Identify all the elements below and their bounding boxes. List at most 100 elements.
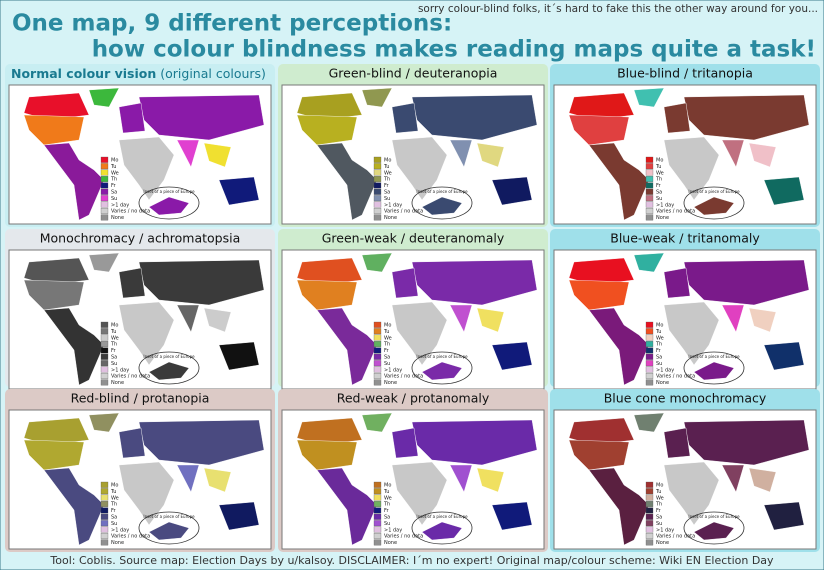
- panel-title: Red-weak / protanomaly: [337, 391, 490, 406]
- legend-label: >1 day: [384, 527, 402, 533]
- inset-region: [693, 521, 735, 541]
- country-region: [316, 307, 378, 386]
- legend-label: Tu: [110, 329, 116, 335]
- legend-label: >1 day: [111, 527, 129, 533]
- legend-label: Tu: [655, 329, 661, 335]
- country-region: [411, 419, 538, 466]
- legend-swatch: [645, 156, 654, 163]
- legend-label: Fr: [656, 348, 662, 354]
- inset-label: Inset of a piece of Europe: [688, 189, 740, 194]
- legend-swatch: [645, 347, 654, 354]
- legend-label: Su: [656, 196, 662, 202]
- country-region: [88, 87, 120, 108]
- country-region: [763, 341, 805, 371]
- legend-swatch: [645, 163, 654, 170]
- legend-label: Fr: [384, 508, 390, 514]
- legend-label: Th: [383, 502, 390, 508]
- country-region: [568, 439, 630, 471]
- country-region: [118, 301, 175, 366]
- country-region: [218, 176, 260, 206]
- legend-label: We: [384, 495, 392, 501]
- legend-swatch: [373, 373, 382, 379]
- legend-swatch: [100, 328, 109, 335]
- legend-label: Su: [384, 196, 390, 202]
- legend-swatch: [645, 214, 654, 221]
- legend-label: Th: [110, 502, 117, 508]
- legend-label: Mo: [111, 158, 118, 164]
- panel-title: Red-blind / protanopia: [71, 391, 210, 406]
- country-region: [411, 94, 538, 141]
- country-region: [391, 102, 419, 134]
- country-region: [748, 142, 777, 168]
- legend-swatch: [645, 379, 654, 386]
- inset-outline: [138, 351, 200, 385]
- legend-swatch: [100, 195, 109, 202]
- legend-label: Th: [655, 502, 662, 508]
- country-region: [138, 419, 265, 466]
- country-region: [203, 142, 232, 168]
- legend-label: None: [111, 380, 124, 386]
- inset-label: Inset of a piece of Europe: [416, 189, 468, 194]
- legend-swatch: [100, 169, 109, 176]
- legend-swatch: [645, 360, 654, 367]
- legend-swatch: [100, 201, 109, 208]
- panels: Normal colour vision (original colours) Mo…: [5, 64, 820, 552]
- legend-label: None: [384, 380, 397, 386]
- inset-region: [421, 521, 463, 541]
- legend-swatch: [645, 488, 654, 495]
- country-region: [449, 464, 473, 493]
- country-region: [118, 102, 146, 134]
- country-region: [43, 307, 105, 386]
- legend-swatch: [645, 328, 654, 335]
- legend-label: Varies / no data: [384, 534, 423, 540]
- country-region: [411, 259, 538, 306]
- legend-label: >1 day: [656, 527, 674, 533]
- legend-label: Th: [655, 342, 662, 348]
- legend-label: None: [656, 540, 669, 546]
- panel-title: Green-weak / deuteranomaly: [322, 231, 505, 246]
- country-region: [633, 412, 665, 433]
- legend-swatch: [100, 373, 109, 379]
- legend-label: Mo: [384, 158, 391, 164]
- legend-swatch: [100, 494, 109, 501]
- country-region: [633, 87, 665, 108]
- legend-label: We: [384, 170, 392, 176]
- legend-swatch: [645, 176, 654, 182]
- panel: Green-weak / deuteranomaly MoTuWeThFrSaSu…: [278, 229, 548, 390]
- legend-label: Su: [111, 521, 117, 527]
- country-region: [449, 139, 473, 168]
- legend-label: Tu: [383, 329, 389, 335]
- legend-label: Tu: [383, 489, 389, 495]
- legend-swatch: [645, 208, 654, 214]
- legend-swatch: [373, 488, 382, 495]
- legend-swatch: [373, 347, 382, 354]
- legend-label: Tu: [110, 164, 116, 170]
- legend-label: Fr: [384, 183, 390, 189]
- legend-swatch: [100, 334, 109, 341]
- legend-swatch: [645, 481, 654, 488]
- legend-label: Varies / no data: [111, 209, 150, 215]
- country-region: [491, 501, 533, 531]
- country-region: [118, 136, 175, 201]
- legend-label: Tu: [655, 489, 661, 495]
- country-region: [748, 467, 777, 493]
- legend-label: Sa: [384, 355, 390, 361]
- legend-swatch: [373, 501, 382, 507]
- legend-label: Varies / no data: [384, 209, 423, 215]
- legend-label: Sa: [656, 355, 662, 361]
- legend-label: Sa: [384, 515, 390, 521]
- legend-label: Tu: [383, 164, 389, 170]
- legend-swatch: [373, 176, 382, 182]
- country-region: [203, 467, 232, 493]
- country-region: [663, 461, 720, 526]
- country-region: [391, 267, 419, 299]
- legend-swatch: [373, 379, 382, 386]
- legend-swatch: [100, 208, 109, 214]
- inset-outline: [138, 511, 200, 545]
- country-region: [683, 94, 810, 141]
